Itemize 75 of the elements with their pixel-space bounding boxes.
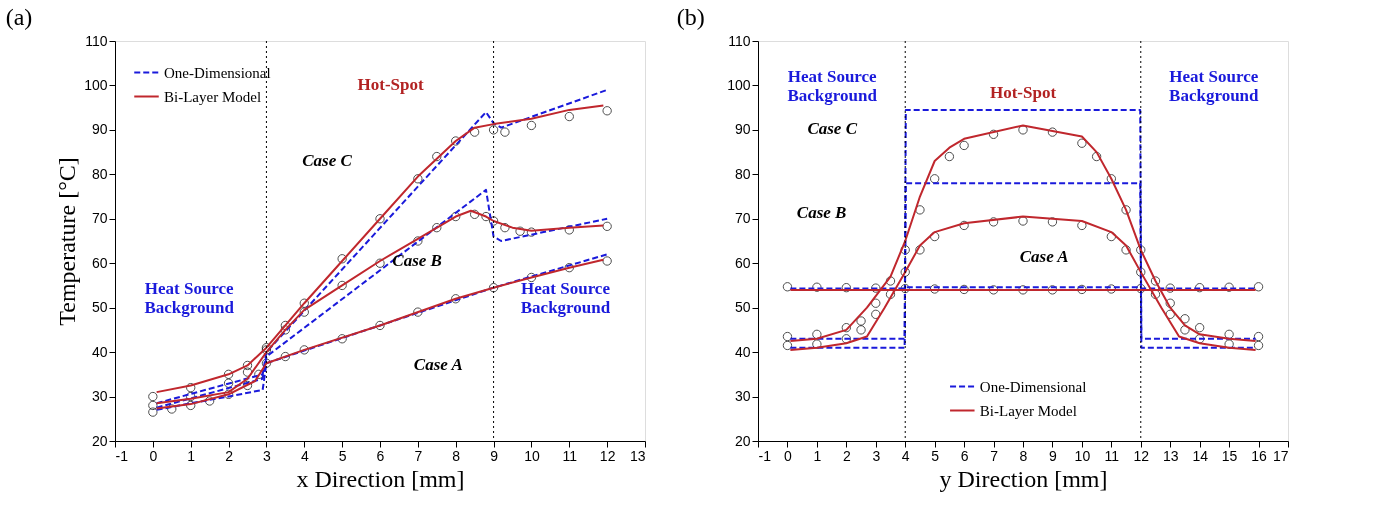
y-tick-label: 80	[91, 165, 108, 182]
x-tick-label: 13	[629, 447, 646, 464]
annotation: Case A	[1019, 247, 1069, 266]
y-tick-label: 50	[91, 299, 108, 316]
x-tick-label: 16	[1251, 447, 1268, 464]
annotation: Case C	[302, 151, 353, 170]
legend-label: Bi-Layer Model	[979, 402, 1077, 419]
x-tick-label: 12	[1133, 447, 1150, 464]
x-tick-label: 8	[452, 447, 461, 464]
annotation: Heat Source Background	[520, 279, 611, 317]
annotation: Hot-Spot	[989, 83, 1057, 102]
chart-title: (b)	[676, 4, 705, 30]
y-tick-label: 60	[734, 254, 751, 271]
x-tick-label: 5	[931, 447, 940, 464]
y-tick-label: 90	[91, 121, 108, 138]
x-tick-label: 6	[960, 447, 969, 464]
x-tick-label: 2	[842, 447, 851, 464]
x-tick-label: 10	[1074, 447, 1091, 464]
x-tick-label: 4	[300, 447, 309, 464]
y-tick-label: 100	[84, 76, 108, 93]
y-tick-label: 20	[734, 432, 751, 449]
x-tick-label: 3	[263, 447, 272, 464]
x-tick-label: 10	[524, 447, 540, 464]
y-axis-title: Temperature [°C]	[54, 157, 81, 326]
x-tick-label: 14	[1192, 447, 1209, 464]
x-tick-label: 5	[338, 447, 347, 464]
x-axis-title: y Direction [mm]	[939, 465, 1108, 492]
x-tick-label: -1	[758, 447, 772, 464]
annotation: Case B	[392, 251, 442, 270]
legend-label: One-Dimensional	[164, 64, 271, 81]
x-tick-label: 2	[225, 447, 234, 464]
legend-label: Bi-Layer Model	[164, 88, 262, 105]
y-tick-label: 40	[734, 343, 751, 360]
annotation: Heat Source Background	[1169, 67, 1260, 105]
x-tick-label: 11	[1104, 447, 1120, 464]
x-tick-label: 9	[490, 447, 499, 464]
x-tick-label: 7	[990, 447, 999, 464]
y-tick-label: 80	[734, 165, 751, 182]
legend-label: One-Dimensional	[979, 378, 1087, 395]
y-tick-label: 30	[734, 388, 751, 405]
chart-title: (a)	[5, 4, 33, 30]
x-tick-label: 17	[1272, 447, 1289, 464]
y-tick-label: 30	[91, 388, 108, 405]
y-tick-label: 110	[85, 32, 108, 49]
y-tick-label: 70	[734, 210, 751, 227]
x-tick-label: 15	[1221, 447, 1238, 464]
y-tick-label: 40	[91, 343, 108, 360]
x-tick-label: 8	[1019, 447, 1028, 464]
x-tick-label: 12	[599, 447, 616, 464]
x-tick-label: 7	[414, 447, 423, 464]
x-tick-label: 6	[376, 447, 385, 464]
y-tick-label: 100	[727, 76, 751, 93]
x-tick-label: 9	[1049, 447, 1058, 464]
annotation: Case C	[807, 119, 858, 138]
y-tick-label: 90	[734, 121, 751, 138]
x-tick-label: 1	[187, 447, 196, 464]
y-tick-label: 60	[91, 254, 108, 271]
x-tick-label: 0	[784, 447, 793, 464]
x-tick-label: 4	[901, 447, 910, 464]
x-tick-label: 0	[149, 447, 158, 464]
annotation: Case A	[413, 355, 463, 374]
x-tick-label: 11	[562, 447, 578, 464]
x-tick-label: 1	[813, 447, 822, 464]
annotation: Heat Source Background	[144, 279, 235, 317]
y-tick-label: 70	[91, 210, 108, 227]
x-tick-label: 3	[872, 447, 881, 464]
y-tick-label: 50	[734, 299, 751, 316]
annotation: Case B	[796, 203, 847, 222]
x-tick-label: 13	[1162, 447, 1179, 464]
x-tick-label: -1	[115, 447, 129, 464]
x-axis-title: x Direction [mm]	[296, 465, 465, 492]
y-tick-label: 110	[728, 32, 751, 49]
y-tick-label: 20	[91, 432, 108, 449]
annotation: Hot-Spot	[357, 75, 424, 94]
annotation: Heat Source Background	[787, 67, 878, 105]
